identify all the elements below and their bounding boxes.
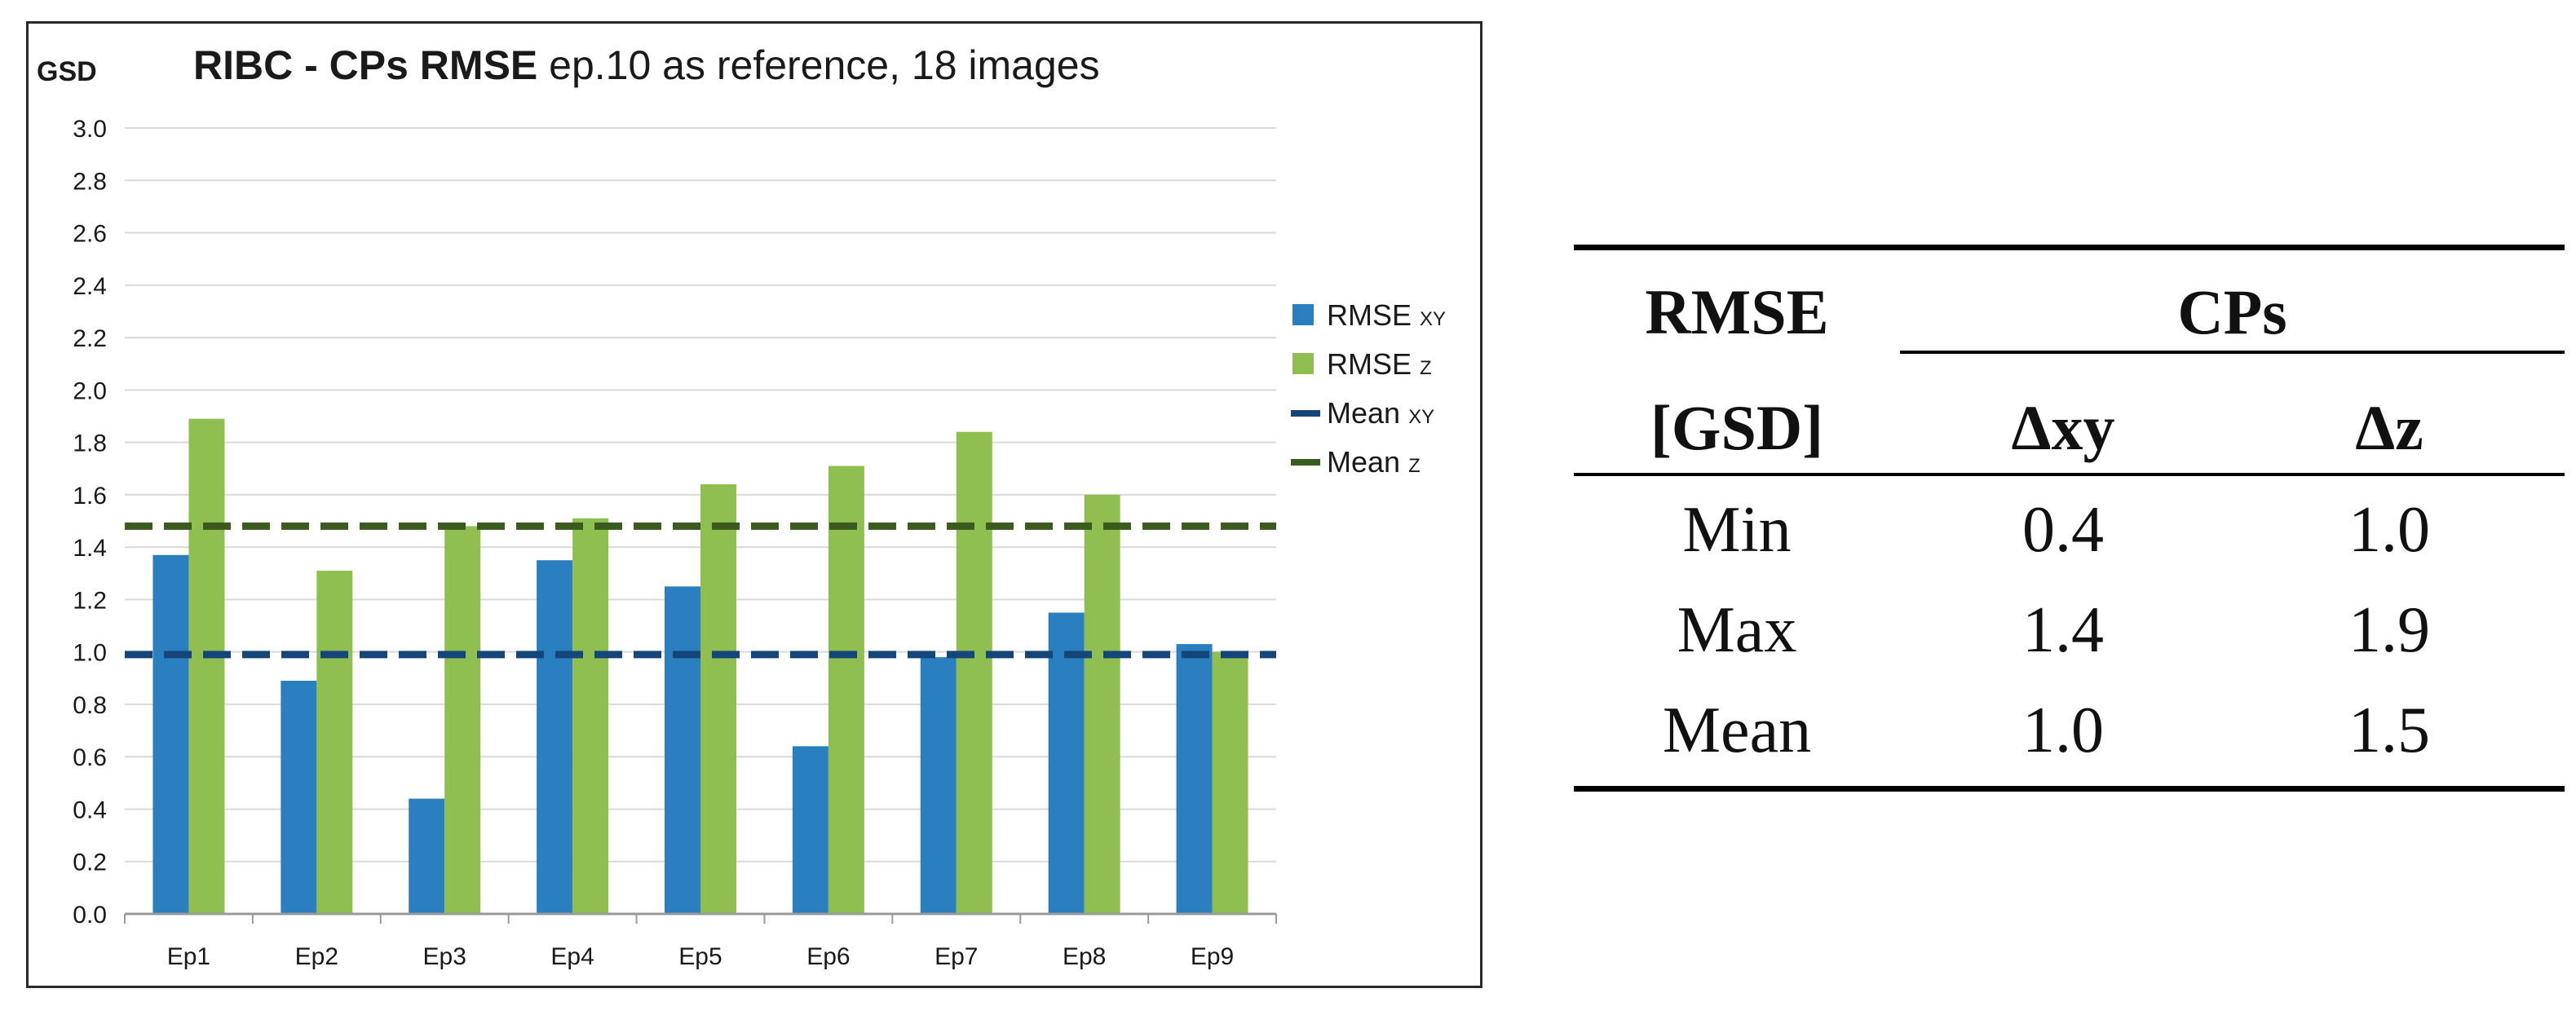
y-tick-label: 2.0: [73, 377, 107, 404]
y-tick-label: 0.4: [73, 797, 107, 823]
bar-z-ep2: [316, 571, 353, 914]
chart-title: RIBC - CPs RMSE ep.10 as reference, 18 i…: [193, 42, 1100, 88]
row-min-label: Min: [1682, 494, 1792, 566]
header-dxy: Δxy: [2011, 392, 2115, 463]
y-tick-label: 1.2: [73, 587, 107, 614]
group-header-rule: [1900, 351, 2565, 354]
header-gsd: [GSD]: [1650, 392, 1824, 463]
bar-z-ep7: [956, 431, 992, 914]
chart-title-rest: ep.10 as reference, 18 images: [537, 42, 1099, 88]
row-max-label: Max: [1677, 594, 1797, 666]
header-dz: Δz: [2355, 392, 2424, 463]
y-tick-label: 1.8: [73, 430, 107, 457]
bar-xy-ep6: [792, 746, 828, 914]
bar-z-ep6: [828, 466, 864, 914]
y-tick-label: 1.6: [73, 483, 107, 510]
row-max-xy: 1.4: [2022, 594, 2104, 666]
x-tick-label: Ep7: [935, 943, 978, 970]
bar-z-ep8: [1084, 494, 1120, 914]
bar-xy-ep3: [409, 798, 445, 914]
bar-xy-ep4: [537, 560, 573, 914]
x-tick-label: Ep5: [678, 943, 722, 970]
row-mean-label: Mean: [1662, 695, 1812, 766]
header-cps: CPs: [2177, 276, 2287, 347]
legend-label-mean-z: Mean Z: [1327, 445, 1421, 479]
chart-title-bold: RIBC - CPs RMSE: [193, 42, 537, 88]
y-tick-label: 0.0: [73, 902, 107, 929]
legend-swatch-rmse-xy: [1292, 304, 1314, 325]
table-top-rule: [1574, 245, 2565, 250]
x-tick-label: Ep2: [295, 943, 338, 970]
bar-xy-ep2: [281, 681, 317, 914]
row-min-z: 1.0: [2348, 494, 2430, 566]
y-tick-label: 2.4: [73, 273, 107, 300]
x-tick-label: Ep4: [550, 943, 594, 970]
chart-container: 0.0 0.2 0.4 0.6 0.8 1.0 1.2 1.4 1.6 1.8 2.0 2.2 2.4 2…: [26, 21, 1482, 988]
y-tick-label: 3.0: [73, 116, 107, 143]
header-rmse: RMSE: [1645, 276, 1829, 347]
legend-swatch-mean-xy: [1291, 410, 1320, 417]
y-tick-label: 2.2: [73, 325, 107, 352]
rmse-bar-chart: 0.0 0.2 0.4 0.6 0.8 1.0 1.2 1.4 1.6 1.8 2.0 2.2 2.4 2…: [37, 42, 1446, 970]
bar-xy-ep8: [1048, 612, 1085, 914]
row-mean-z: 1.5: [2348, 695, 2430, 766]
row-min-xy: 0.4: [2022, 494, 2104, 566]
bar-xy-ep1: [152, 554, 189, 914]
bar-z-ep5: [700, 484, 736, 914]
y-tick-label: 1.4: [73, 535, 107, 562]
y-tick-label: 0.8: [73, 692, 107, 719]
bar-z-ep1: [188, 418, 225, 914]
y-tick-label: 0.6: [73, 744, 107, 771]
y-axis-label: GSD: [37, 56, 97, 87]
y-tick-label: 2.8: [73, 168, 107, 195]
x-tick-label: Ep1: [167, 943, 210, 970]
legend-label-rmse-xy: RMSE XY: [1327, 298, 1446, 332]
legend-swatch-rmse-z: [1292, 353, 1314, 374]
x-tick-label: Ep3: [423, 943, 466, 970]
header-rule: [1574, 473, 2565, 476]
cp-rmse-table: RMSE CPs [GSD] Δxy Δz Min 0.4 1.0 Max 1.…: [1574, 245, 2565, 799]
bar-z-ep9: [1212, 651, 1248, 914]
legend-swatch-mean-z: [1291, 459, 1320, 466]
x-tick-label: Ep8: [1063, 943, 1106, 970]
legend-label-mean-xy: Mean XY: [1327, 396, 1434, 430]
y-tick-label: 1.0: [73, 640, 107, 667]
x-tick-label: Ep9: [1191, 943, 1234, 970]
bar-z-ep3: [444, 526, 481, 914]
bar-xy-ep9: [1176, 644, 1213, 914]
row-max-z: 1.9: [2348, 594, 2430, 666]
y-tick-label: 2.6: [73, 221, 107, 248]
x-tick-label: Ep6: [806, 943, 850, 970]
legend-label-rmse-z: RMSE Z: [1327, 347, 1432, 381]
row-mean-xy: 1.0: [2022, 695, 2104, 766]
table-bottom-rule: [1574, 786, 2565, 792]
y-tick-label: 0.2: [73, 850, 107, 876]
bar-xy-ep5: [665, 586, 700, 914]
bar-xy-ep7: [920, 657, 957, 914]
bar-z-ep4: [572, 518, 609, 914]
